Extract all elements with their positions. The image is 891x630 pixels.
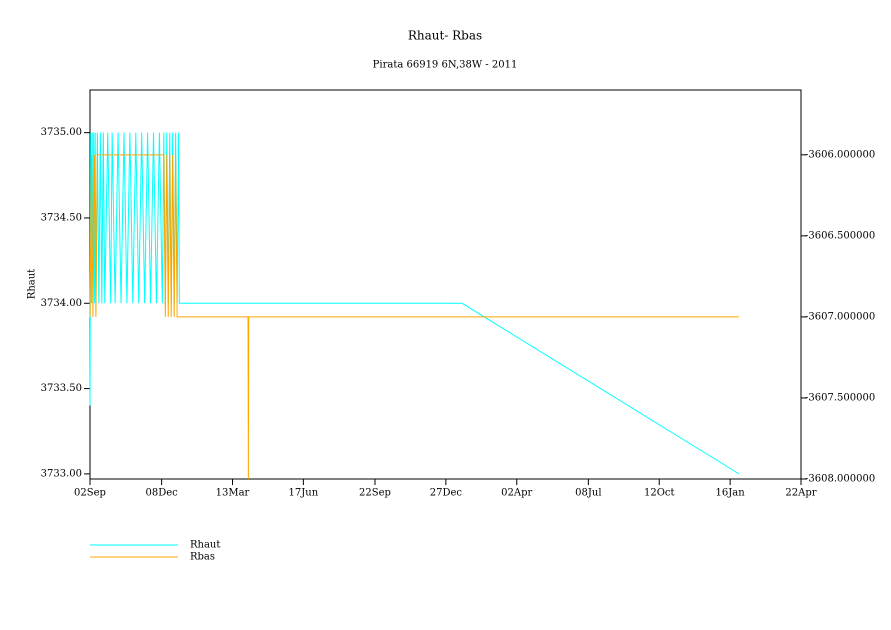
y2-tick-label: -3607.000000 [805,311,875,322]
chart-subtitle: Pirata 66919 6N,38W - 2011 [373,60,518,71]
y2-tick-label: -3608.000000 [805,474,875,485]
x-tick-label: 16Jan [716,488,746,499]
legend-label: Rbas [190,552,215,563]
x-tick-label: 13Mar [216,488,250,499]
x-tick-label: 12Oct [644,488,675,499]
chart-title: Rhaut- Rbas [408,29,482,43]
legend-label: Rhaut [190,540,220,551]
x-tick-label: 27Dec [430,488,463,499]
x-tick-label: 22Apr [785,488,816,499]
data-line [89,154,739,480]
y2-tick-label: -3607.500000 [805,392,875,403]
x-tick-label: 08Jul [575,488,601,499]
y-axis-label: Rhaut [27,269,38,299]
data-line [89,132,740,475]
x-tick-label: 02Sep [74,488,106,499]
y-tick-label: 3733.50 [41,383,82,394]
x-tick-label: 22Sep [359,488,391,499]
y2-tick-label: -3606.000000 [805,149,875,160]
plot-frame [89,89,802,480]
x-tick-label: 02Apr [501,488,532,499]
y-tick-label: 3734.50 [41,212,82,223]
x-tick-label: 17Jun [289,488,319,499]
y-tick-label: 3733.00 [41,468,82,479]
x-tick-label: 08Dec [145,488,178,499]
y-tick-label: 3735.00 [41,127,82,138]
y2-tick-label: -3606.500000 [805,230,875,241]
y-tick-label: 3734.00 [41,298,82,309]
